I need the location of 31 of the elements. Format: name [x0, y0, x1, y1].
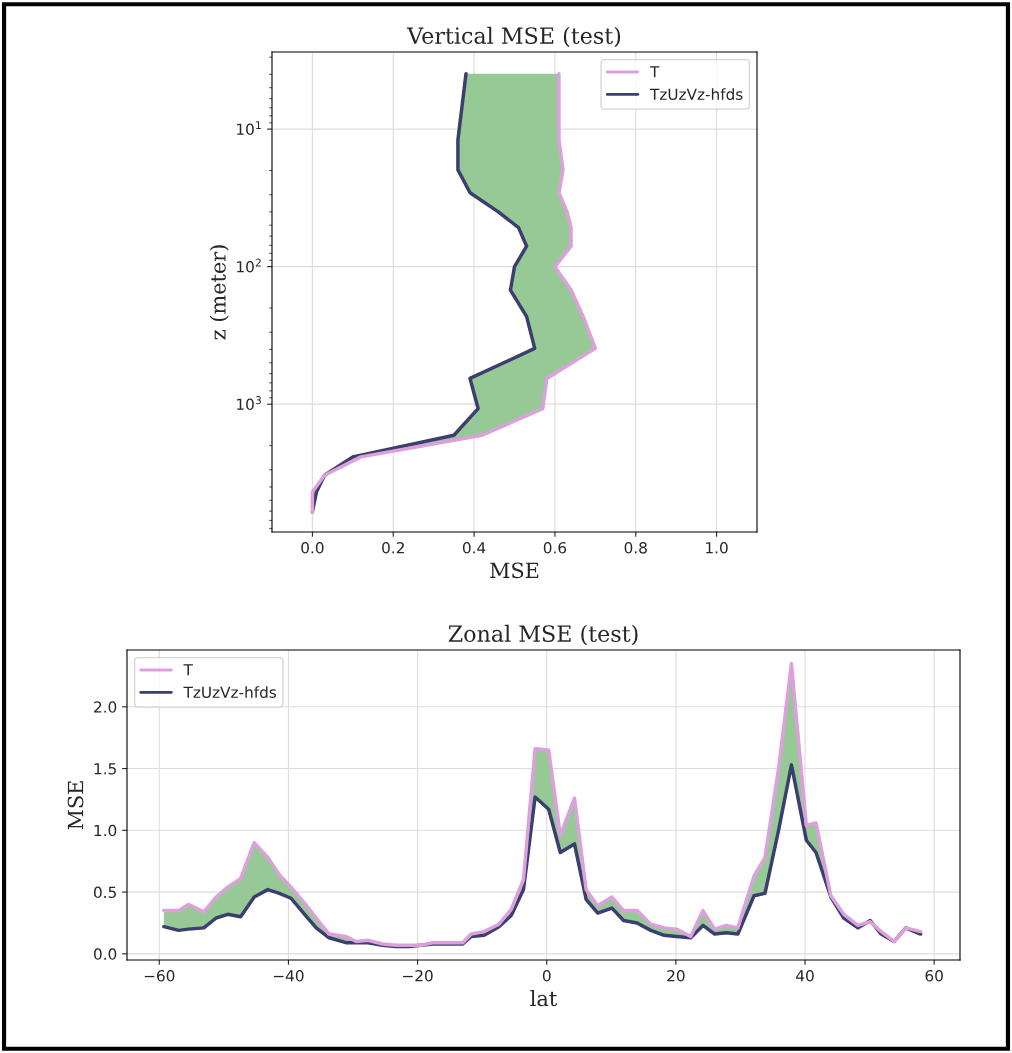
x-axis-title: lat [530, 990, 558, 1007]
chart-title: Zonal MSE (test) [448, 624, 638, 646]
y-tick-label: 0.0 [93, 948, 117, 960]
x-tick-label: 0.6 [543, 541, 567, 554]
y-tick-label: 2.0 [94, 701, 117, 713]
x-tick-label: 20 [667, 969, 685, 982]
x-tick-label: 0 [542, 969, 551, 982]
x-tick-label: −60 [144, 969, 175, 982]
y-tick-label: 10$^{3}$ [237, 396, 261, 411]
x-tick-label: 0.2 [382, 541, 404, 554]
legend-label: T [183, 664, 193, 676]
y-tick-label: 10$^{2}$ [237, 258, 261, 273]
x-tick-label: 1.0 [706, 541, 728, 554]
x-tick-label: −40 [273, 969, 304, 982]
y-tick-label: 1.0 [94, 824, 117, 837]
y-tick-label: 1.5 [94, 763, 116, 775]
x-tick-label: 0.8 [624, 541, 647, 554]
x-tick-label: 0.4 [462, 541, 486, 554]
y-tick-label: 0.5 [93, 886, 116, 899]
y-axis-title: z (meter) [209, 245, 229, 340]
x-tick-label: 40 [796, 969, 814, 982]
x-axis-title: MSE [490, 562, 539, 579]
x-tick-label: 0.0 [301, 541, 324, 554]
x-tick-label: −20 [403, 969, 433, 982]
legend-label: TzUzVz-hfds [183, 686, 277, 698]
chart-title: Vertical MSE (test) [406, 26, 621, 48]
y-axis-title: MSE [67, 781, 84, 830]
y-tick-label: 10$^{1}$ [237, 121, 261, 136]
legend-label: T [649, 66, 660, 78]
x-tick-label: 60 [925, 969, 943, 982]
legend-label: TzUzVz-hfds [649, 88, 743, 100]
